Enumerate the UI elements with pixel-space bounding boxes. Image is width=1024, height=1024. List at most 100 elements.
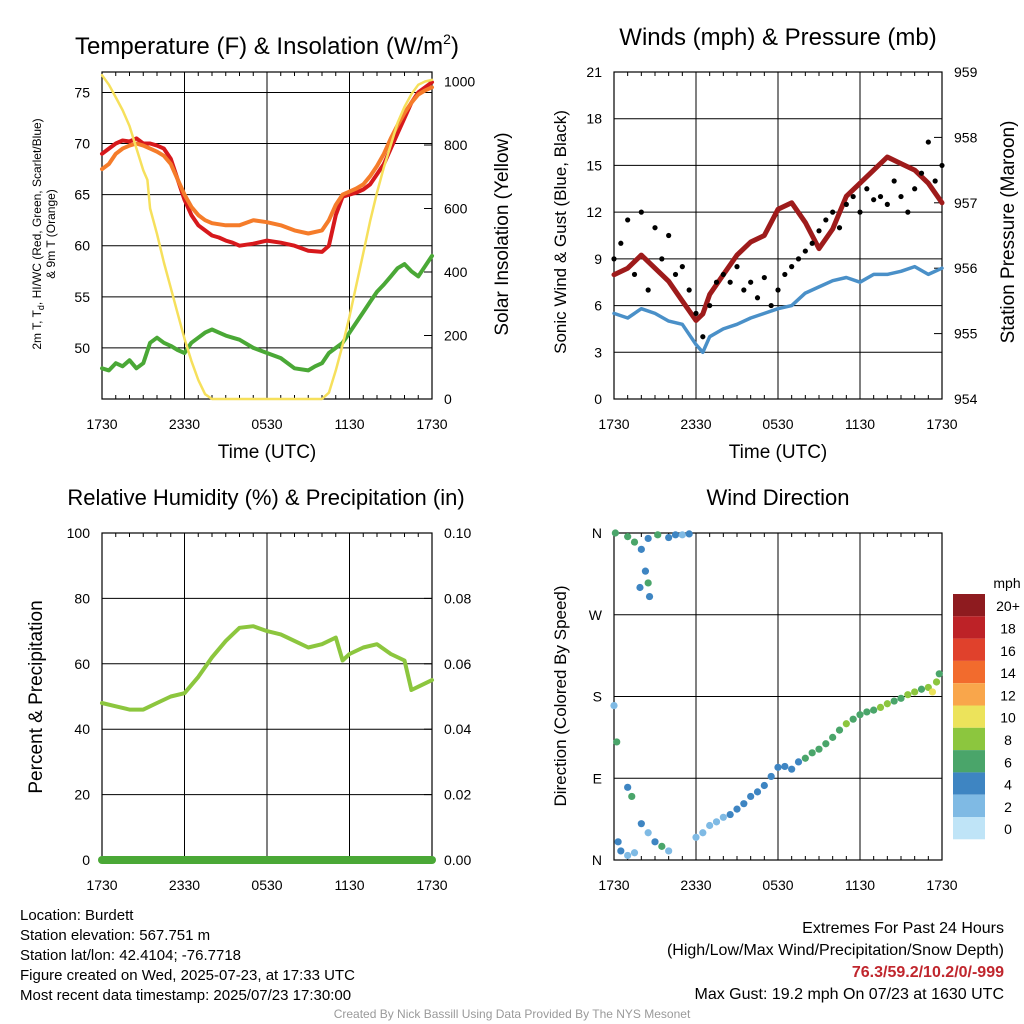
- x-tick-label: 1130: [845, 416, 875, 432]
- winds-panel: Winds (mph) & Pressure (mb) Sonic Wind &…: [551, 24, 1019, 463]
- direction-tick-label: N: [592, 525, 602, 541]
- figure-created: Figure created on Wed, 2025-07-23, at 17…: [20, 967, 355, 984]
- direction-point: [636, 583, 644, 592]
- colorbar-swatch: [953, 750, 985, 773]
- direction-point: [624, 533, 632, 541]
- winds-title: Winds (mph) & Pressure (mb): [619, 24, 936, 51]
- gust-point: [754, 295, 761, 301]
- direction-point: [628, 792, 636, 801]
- direction-tick-label: E: [593, 770, 602, 786]
- gust-point: [823, 217, 829, 223]
- x-tick-label: 1730: [926, 416, 957, 432]
- right-tick-label: 959: [954, 64, 978, 80]
- gust-point: [625, 217, 631, 223]
- colorbar-label: 20+: [996, 598, 1020, 614]
- left-tick-label: 55: [74, 289, 90, 305]
- gust-point: [932, 178, 938, 184]
- colorbar-swatch: [953, 705, 985, 728]
- colorbar-label: 18: [1000, 620, 1016, 636]
- direction-point: [641, 567, 650, 575]
- colorbar-swatch: [953, 660, 985, 684]
- x-tick-label: 1730: [416, 877, 447, 893]
- right-tick-label: 400: [444, 264, 468, 280]
- gust-point: [871, 197, 877, 203]
- direction-point: [753, 788, 762, 796]
- left-tick-label: 0: [594, 391, 602, 407]
- direction-point: [932, 678, 941, 686]
- direction-point: [637, 545, 645, 553]
- direction-point: [794, 758, 803, 766]
- direction-point: [740, 800, 748, 808]
- direction-point: [719, 813, 727, 821]
- direction-point: [658, 842, 666, 850]
- direction-point: [726, 810, 734, 819]
- direction-point: [671, 531, 680, 539]
- direction-point: [613, 738, 621, 746]
- gust-point: [707, 302, 713, 309]
- direction-point: [747, 792, 755, 801]
- direction-point: [685, 530, 693, 538]
- colorbar-swatch: [953, 772, 985, 795]
- right-tick-label: 0.06: [444, 656, 471, 672]
- direction-point: [822, 740, 830, 748]
- recent-timestamp: Most recent data timestamp: 2025/07/23 1…: [20, 987, 352, 1004]
- direction-point: [611, 529, 619, 537]
- gust-point: [700, 334, 706, 340]
- colorbar-title: mph: [993, 575, 1020, 591]
- gust-point: [836, 225, 843, 231]
- direction-point: [829, 733, 837, 741]
- direction-point: [654, 531, 662, 539]
- x-tick-label: 1730: [926, 877, 957, 893]
- gust-point: [843, 201, 849, 207]
- gust-point: [850, 193, 856, 200]
- direction-point: [815, 745, 823, 753]
- right-tick-label: 955: [954, 326, 978, 342]
- temperature-right-ylabel: Solar Insolation (Yellow): [492, 132, 513, 335]
- direction-point: [644, 534, 652, 543]
- temperature-panel: Temperature (F) & Insolation (W/m2) 2m T…: [30, 31, 513, 463]
- direction-point: [774, 763, 782, 771]
- series-line: [611, 154, 945, 323]
- colorbar-swatch: [953, 594, 985, 617]
- x-tick-label: 1130: [334, 416, 364, 432]
- x-tick-label: 0530: [251, 877, 282, 893]
- x-tick-label: 2330: [169, 877, 200, 893]
- direction-point: [614, 838, 622, 846]
- gust-point: [891, 178, 897, 184]
- left-tick-label: 60: [74, 238, 90, 254]
- station-elevation: Station elevation: 567.751 m: [20, 927, 211, 944]
- x-tick-label: 0530: [251, 416, 282, 432]
- left-tick-label: 0: [82, 852, 90, 868]
- gust-point: [789, 264, 795, 270]
- x-tick-label: 1730: [86, 877, 117, 893]
- direction-point: [651, 838, 659, 846]
- credit-line: Created By Nick Bassill Using Data Provi…: [333, 1007, 691, 1021]
- left-tick-label: 18: [586, 111, 602, 127]
- direction-tick-label: S: [593, 689, 602, 705]
- gust-point: [631, 271, 638, 278]
- x-tick-label: 2330: [680, 877, 711, 893]
- gust-point: [652, 225, 658, 231]
- gust-point: [713, 279, 720, 285]
- right-tick-label: 0: [444, 391, 452, 407]
- direction-tick-label: W: [589, 607, 603, 623]
- direction-point: [904, 691, 912, 699]
- gust-point: [925, 139, 931, 145]
- direction-point: [897, 694, 905, 702]
- colorbar-swatch: [953, 638, 985, 661]
- gust-point: [645, 287, 651, 293]
- extremes-subtitle: (High/Low/Max Wind/Precipitation/Snow De…: [666, 942, 1004, 959]
- left-tick-label: 15: [586, 157, 602, 173]
- left-tick-label: 9: [594, 251, 602, 267]
- direction-tick-label: N: [592, 852, 602, 868]
- gust-point: [686, 287, 692, 293]
- station-latlon: Station lat/lon: 42.4104; -76.7718: [20, 947, 242, 964]
- left-tick-label: 40: [74, 721, 90, 737]
- direction-point: [706, 821, 714, 830]
- direction-point: [863, 708, 871, 716]
- station-info: Location: Burdett Station elevation: 567…: [20, 906, 355, 1006]
- right-tick-label: 957: [954, 195, 978, 211]
- colorbar-swatch: [953, 683, 985, 706]
- gust-point: [809, 240, 815, 246]
- gust-point: [905, 209, 911, 215]
